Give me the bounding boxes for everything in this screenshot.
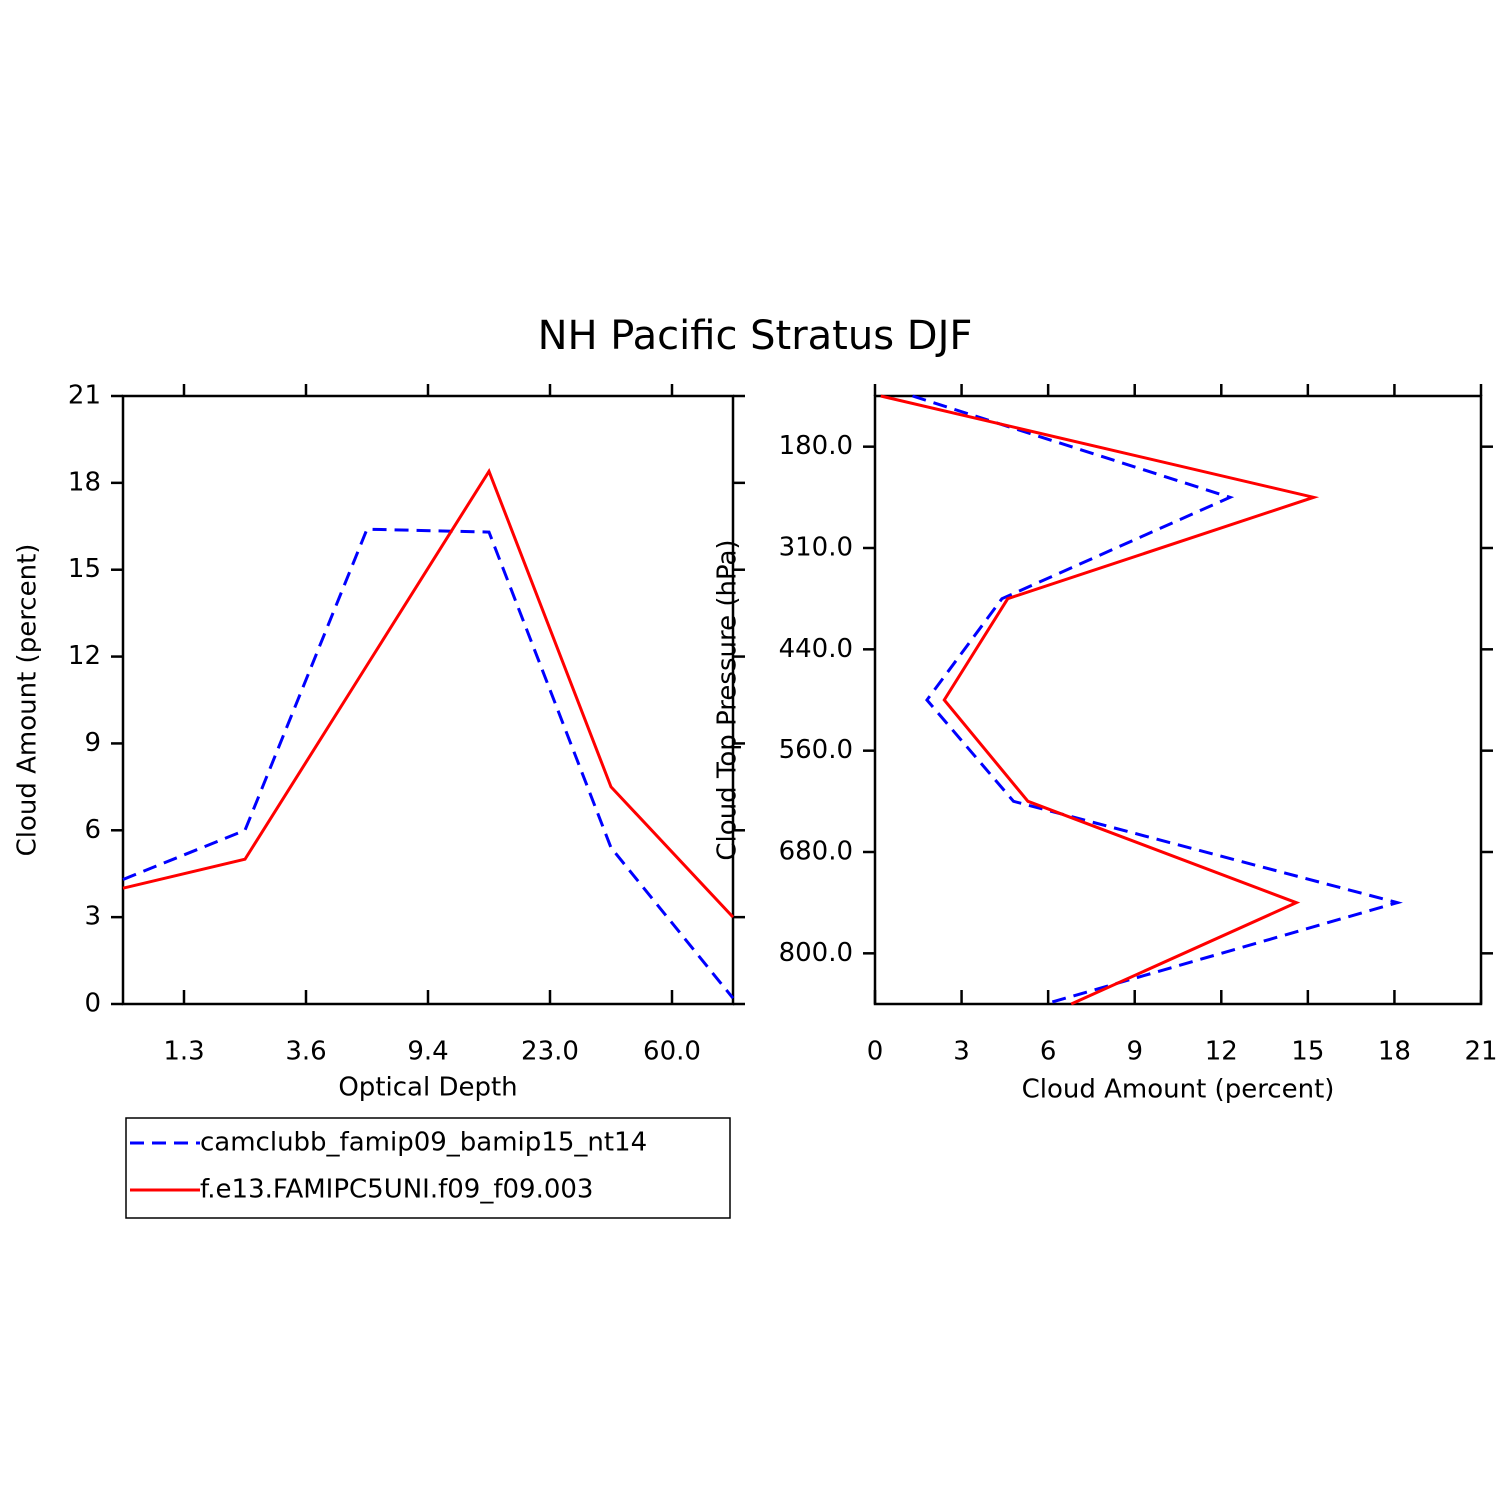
data-line bbox=[122, 527, 735, 1000]
data-line bbox=[880, 394, 1320, 1006]
x-tick-label: 6 bbox=[1040, 1037, 1057, 1067]
x-axis-label: Cloud Amount (percent) bbox=[1022, 1075, 1335, 1105]
chart-title: NH Pacific Stratus DJF bbox=[538, 313, 973, 359]
y-tick-label: 21 bbox=[68, 381, 101, 411]
y-axis-label: Cloud Amount (percent) bbox=[13, 544, 43, 857]
legend bbox=[125, 1117, 731, 1219]
legend-label: camclubb_famip09_bamip15_nt14 bbox=[200, 1128, 647, 1158]
plot-frame bbox=[873, 394, 1483, 1006]
x-axis-label: Optical Depth bbox=[338, 1073, 517, 1103]
x-tick-label: 9 bbox=[1126, 1037, 1143, 1067]
y-tick-label: 680.0 bbox=[779, 837, 853, 867]
y-tick-label: 3 bbox=[84, 902, 101, 932]
x-tick-label: 18 bbox=[1378, 1037, 1411, 1067]
y-tick-label: 560.0 bbox=[779, 735, 853, 765]
x-tick-label: 60.0 bbox=[643, 1037, 701, 1067]
x-tick-label: 3.6 bbox=[285, 1037, 326, 1067]
x-tick-label: 12 bbox=[1205, 1037, 1238, 1067]
x-tick-label: 3 bbox=[953, 1037, 970, 1067]
y-tick-label: 310.0 bbox=[779, 533, 853, 563]
y-tick-label: 6 bbox=[84, 815, 101, 845]
x-tick-label: 9.4 bbox=[407, 1037, 448, 1067]
x-tick-label: 23.0 bbox=[521, 1037, 579, 1067]
x-tick-label: 15 bbox=[1291, 1037, 1324, 1067]
y-tick-label: 0 bbox=[84, 989, 101, 1019]
y-tick-label: 9 bbox=[84, 728, 101, 758]
y-tick-label: 18 bbox=[68, 467, 101, 497]
data-line bbox=[912, 394, 1403, 1006]
y-tick-label: 15 bbox=[68, 554, 101, 584]
y-tick-label: 12 bbox=[68, 641, 101, 671]
plot-frame bbox=[121, 394, 735, 1006]
data-line bbox=[122, 467, 735, 919]
y-tick-label: 180.0 bbox=[779, 431, 853, 461]
y-tick-label: 440.0 bbox=[779, 634, 853, 664]
x-tick-label: 21 bbox=[1464, 1037, 1497, 1067]
y-tick-label: 800.0 bbox=[779, 938, 853, 968]
x-tick-label: 0 bbox=[867, 1037, 884, 1067]
legend-label: f.e13.FAMIPC5UNI.f09_f09.003 bbox=[200, 1175, 593, 1205]
y-axis-label: Cloud Top Pressure (hPa) bbox=[713, 539, 743, 860]
x-tick-label: 1.3 bbox=[163, 1037, 204, 1067]
